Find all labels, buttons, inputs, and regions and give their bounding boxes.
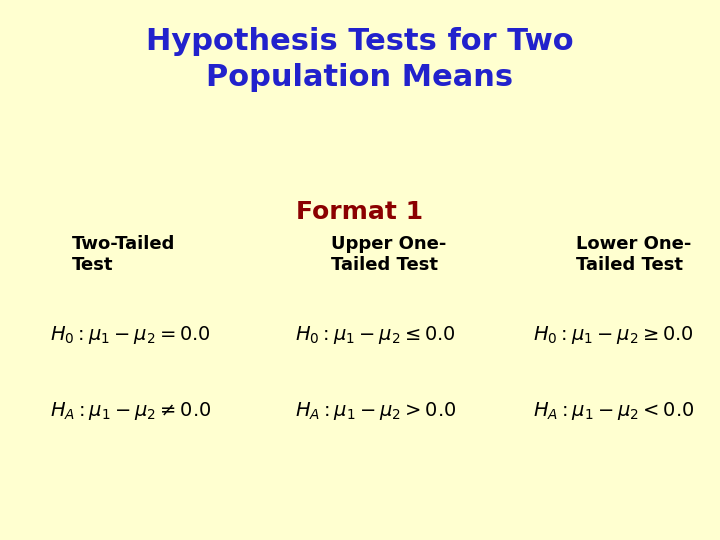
Text: $H_0 : \mu_1 - \mu_2 \geq 0.0$: $H_0 : \mu_1 - \mu_2 \geq 0.0$ <box>533 324 693 346</box>
Text: $H_0 : \mu_1 - \mu_2 \leq 0.0$: $H_0 : \mu_1 - \mu_2 \leq 0.0$ <box>295 324 456 346</box>
Text: $H_A : \mu_1 - \mu_2 > 0.0$: $H_A : \mu_1 - \mu_2 > 0.0$ <box>295 400 456 422</box>
Text: Two-Tailed
Test: Two-Tailed Test <box>72 235 176 274</box>
Text: $H_A : \mu_1 - \mu_2 < 0.0$: $H_A : \mu_1 - \mu_2 < 0.0$ <box>533 400 694 422</box>
Text: Format 1: Format 1 <box>297 200 423 224</box>
Text: $H_0 : \mu_1 - \mu_2 = 0.0$: $H_0 : \mu_1 - \mu_2 = 0.0$ <box>50 324 211 346</box>
Text: Hypothesis Tests for Two
Population Means: Hypothesis Tests for Two Population Mean… <box>146 27 574 92</box>
Text: Lower One-
Tailed Test: Lower One- Tailed Test <box>576 235 691 274</box>
Text: Upper One-
Tailed Test: Upper One- Tailed Test <box>331 235 446 274</box>
Text: $H_A : \mu_1 - \mu_2 \neq 0.0$: $H_A : \mu_1 - \mu_2 \neq 0.0$ <box>50 400 212 422</box>
